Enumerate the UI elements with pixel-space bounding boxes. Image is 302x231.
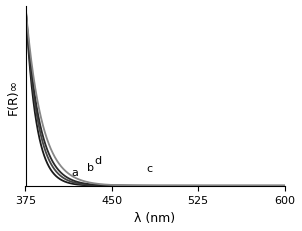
Text: c: c bbox=[146, 164, 153, 173]
X-axis label: λ (nm): λ (nm) bbox=[134, 211, 175, 224]
Text: d: d bbox=[95, 156, 102, 166]
Text: b: b bbox=[86, 163, 94, 173]
Text: a: a bbox=[72, 167, 79, 177]
Y-axis label: F(R)∞: F(R)∞ bbox=[7, 79, 20, 114]
